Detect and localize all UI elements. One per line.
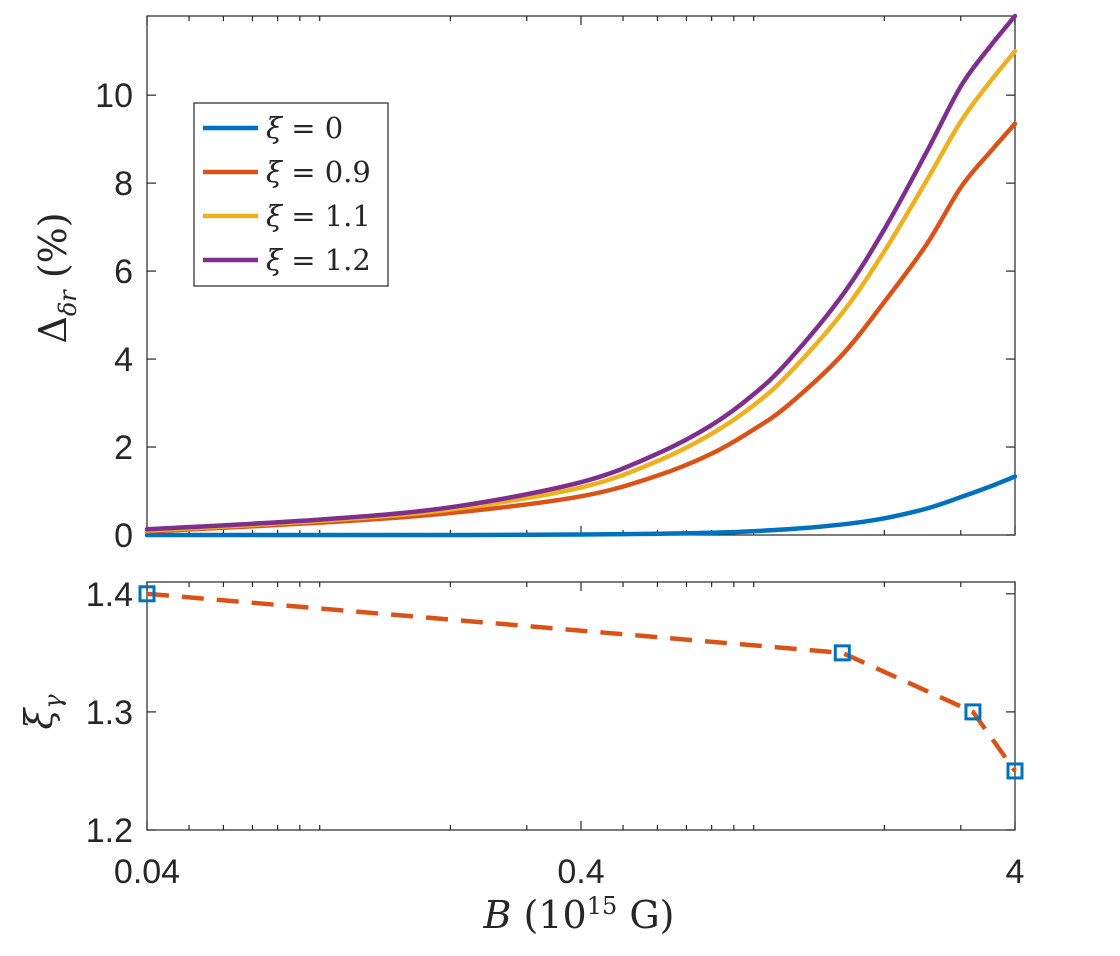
- svg-text:B (1015 G): B (1015 G): [482, 892, 674, 937]
- xi-gamma-dashed-line: [146, 591, 1017, 773]
- x-tick-label: 4: [1006, 853, 1025, 891]
- svg-text:Δδr (%): Δδr (%): [31, 212, 82, 343]
- legend-label-0: ξ = 0: [266, 111, 343, 145]
- bottom-x-tick-labels: 0.04 0.4 4: [114, 853, 1025, 891]
- legend: ξ = 0 ξ = 0.9 ξ = 1.1 ξ = 1.2: [193, 102, 389, 287]
- bottom-y-axis-label: ξγ: [17, 694, 67, 730]
- bottom-axis-ticks: [146, 582, 1016, 831]
- series-line-3: [144, 13, 1018, 532]
- bottom-y-tick-label: 1.4: [86, 576, 133, 614]
- top-y-tick-label: 0: [114, 517, 133, 555]
- xi-gamma-marker: [1006, 762, 1024, 780]
- svg-text:ξγ: ξγ: [17, 694, 67, 730]
- top-y-tick-label: 4: [114, 341, 133, 379]
- top-panel: 0 2 4 6 8 10 Δδr (%) ξ = 0 ξ = 0.9 ξ = 1.1 ξ = 1…: [31, 13, 1018, 555]
- bottom-series-group: [138, 585, 1024, 780]
- bottom-y-tick-label: 1.3: [86, 694, 133, 732]
- top-series-group: [144, 13, 1018, 538]
- series-line-0: [144, 474, 1018, 538]
- legend-label-2: ξ = 1.1: [266, 199, 371, 233]
- top-y-tick-label: 8: [114, 165, 133, 203]
- xi-gamma-marker: [964, 703, 982, 721]
- bottom-plot-frame: [146, 581, 1016, 831]
- x-tick-label: 0.4: [557, 853, 604, 891]
- bottom-y-tick-label: 1.2: [86, 812, 133, 850]
- top-axis-ticks: [146, 16, 1016, 536]
- x-tick-label: 0.04: [114, 853, 180, 891]
- bottom-panel: 1.2 1.3 1.4 0.04 0.4 4 ξγ B (1015 G): [17, 576, 1024, 937]
- bottom-y-tick-labels: 1.2 1.3 1.4: [86, 576, 133, 850]
- legend-box: [193, 102, 389, 287]
- top-y-axis-label: Δδr (%): [31, 212, 82, 343]
- legend-label-1: ξ = 0.9: [266, 155, 371, 189]
- series-line-1: [144, 121, 1018, 534]
- top-y-tick-labels: 0 2 4 6 8 10: [95, 77, 133, 555]
- top-y-tick-label: 2: [114, 429, 133, 467]
- xi-gamma-marker: [138, 585, 156, 603]
- legend-label-3: ξ = 1.2: [266, 243, 371, 277]
- top-y-tick-label: 6: [114, 253, 133, 291]
- top-y-tick-label: 10: [95, 77, 133, 115]
- x-axis-label: B (1015 G): [482, 892, 674, 937]
- xi-gamma-marker: [833, 644, 851, 662]
